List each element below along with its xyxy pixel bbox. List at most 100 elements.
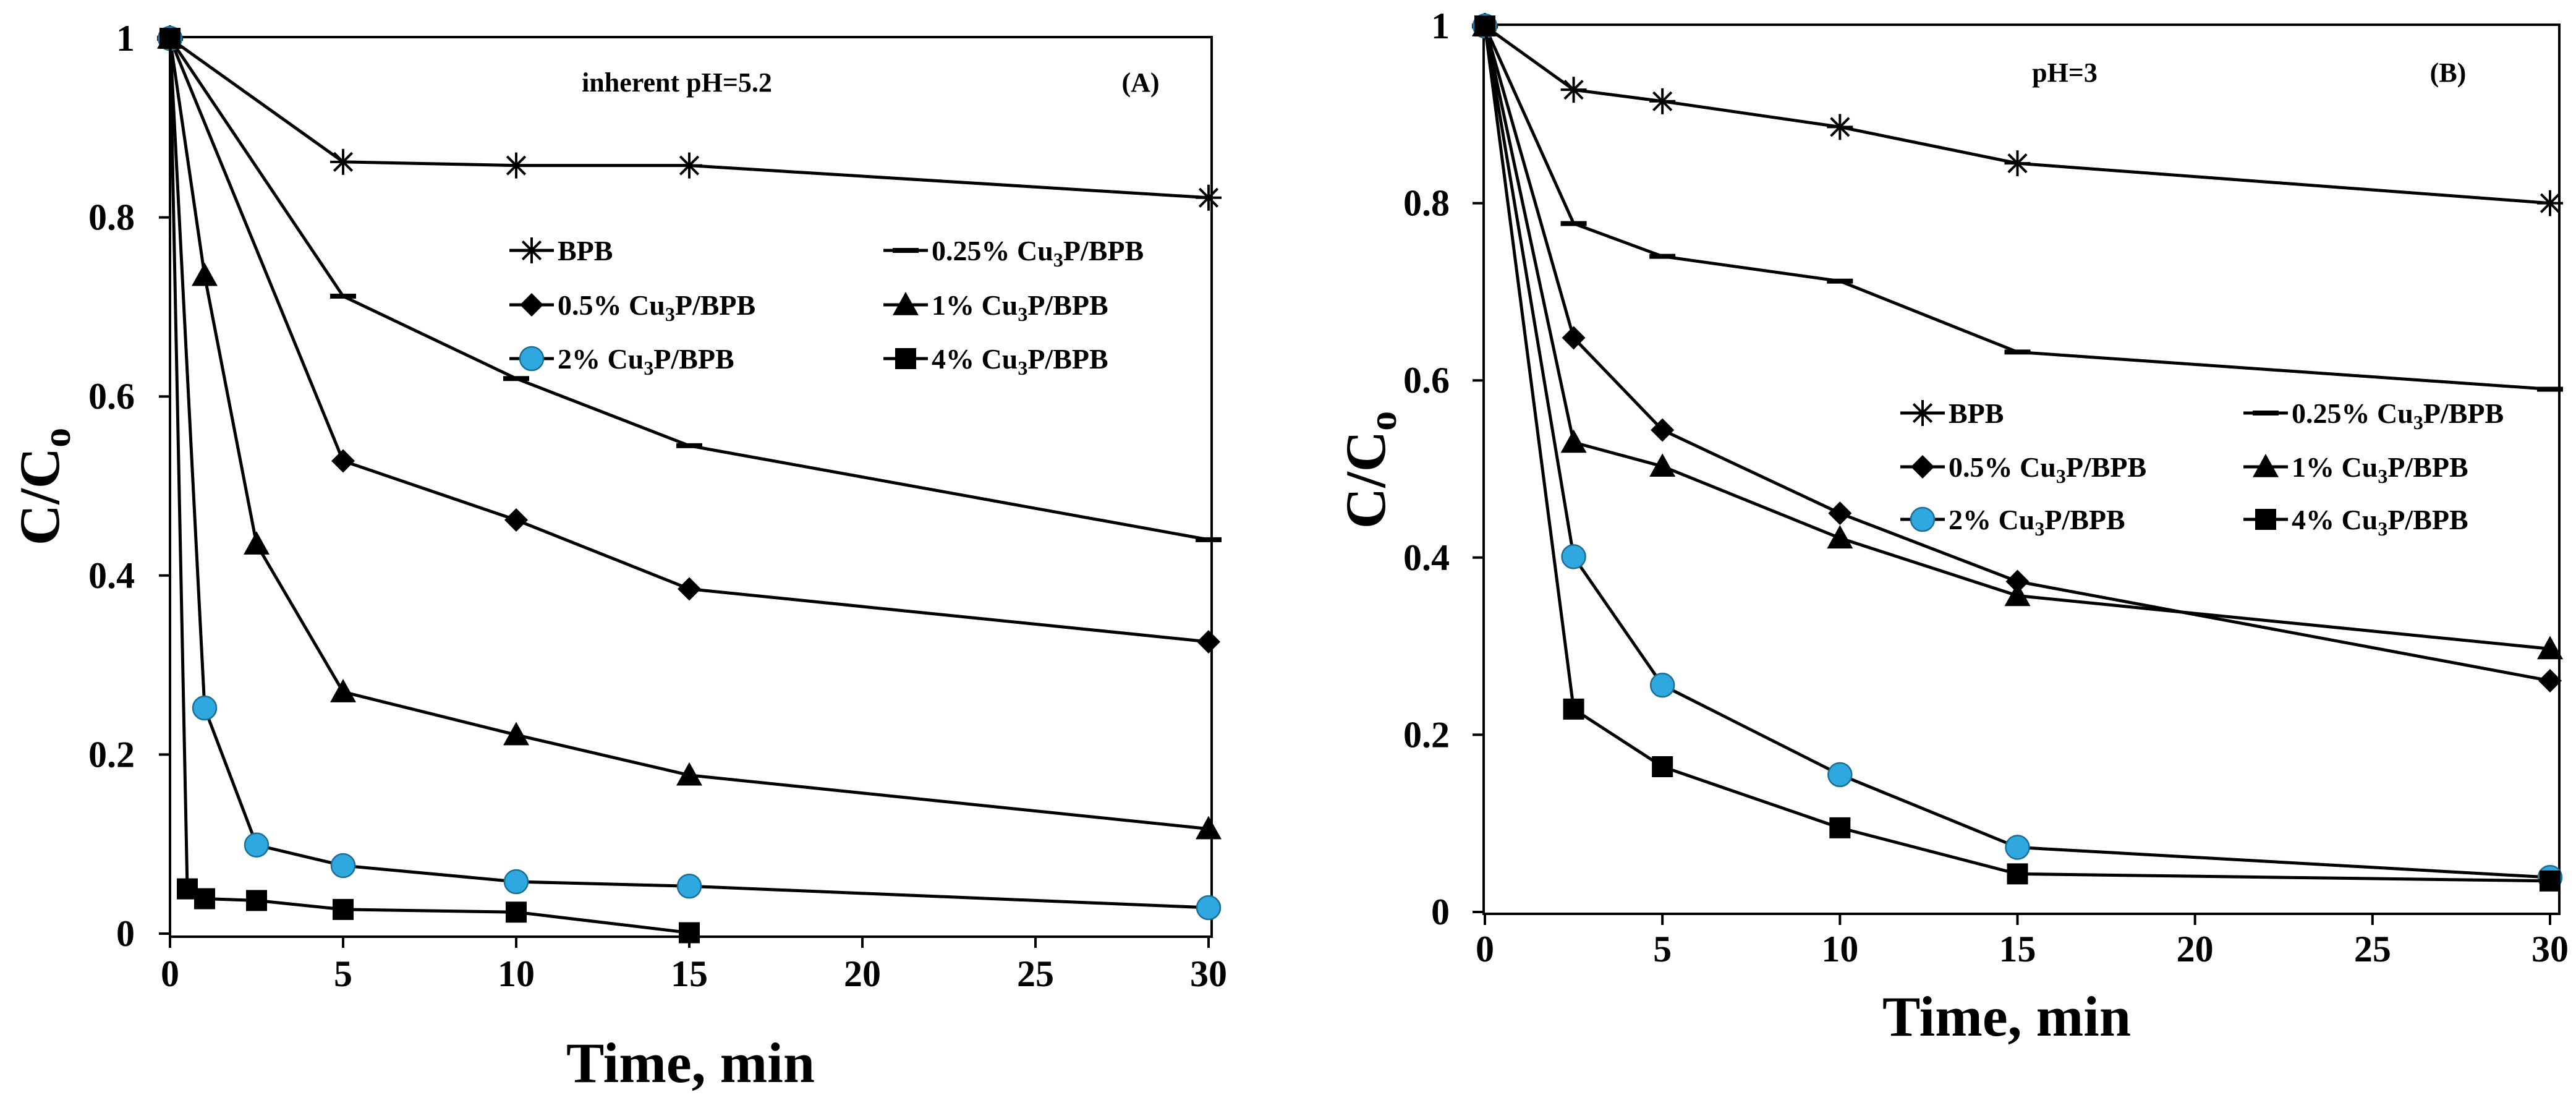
x-axis-title-b: Time, min <box>1882 985 2131 1048</box>
data-point-b-0 <box>2537 190 2563 216</box>
panel-label-a: (A) <box>1121 67 1159 98</box>
data-point-a-4 <box>503 869 529 895</box>
data-point-a-1 <box>676 443 702 448</box>
data-point-b-0 <box>1827 114 1853 140</box>
data-point-a-5 <box>159 28 181 49</box>
data-point-a-2 <box>1197 629 1220 654</box>
series-line-b-1 <box>1483 25 2551 391</box>
legend-item-a-2: 0.5% Cu3P/BPB <box>509 289 755 325</box>
data-point-a-0 <box>676 152 702 179</box>
data-point-b-1 <box>1560 221 1587 226</box>
y-tick-label-a: 0.2 <box>88 734 135 775</box>
data-point-b-3 <box>2537 636 2563 660</box>
data-point-b-4 <box>2005 835 2030 860</box>
data-point-a-5 <box>333 898 354 920</box>
data-point-a-1 <box>503 376 529 381</box>
data-point-b-1 <box>2537 386 2563 392</box>
data-point-a-4 <box>1196 895 1222 921</box>
data-point-a-3 <box>676 762 702 786</box>
data-point-b-0 <box>1649 88 1676 114</box>
x-tick-label-b: 15 <box>1999 929 2036 969</box>
legend-item-b-3: 1% Cu3P/BPB <box>2243 451 2468 487</box>
ph-annotation-a: inherent pH=5.2 <box>582 67 772 98</box>
data-point-b-2 <box>1828 501 1852 526</box>
legend-item-b-5: 4% Cu3P/BPB <box>2243 504 2468 540</box>
legend-item-a-5: 4% Cu3P/BPB <box>883 343 1108 379</box>
data-point-b-2 <box>2538 668 2562 692</box>
data-point-a-2 <box>331 449 355 473</box>
x-tick-label-a: 0 <box>161 953 179 994</box>
legend-label-b: 0.5% Cu3P/BPB <box>1949 451 2146 487</box>
data-point-b-5 <box>2540 870 2561 892</box>
y-tick-label-a: 0.8 <box>88 197 135 238</box>
legend-label-a: 2% Cu3P/BPB <box>558 343 734 379</box>
legend-label-a: 1% Cu3P/BPB <box>932 289 1108 325</box>
data-point-b-3 <box>2004 582 2031 607</box>
series-a-4 <box>157 25 1222 921</box>
x-tick-label-a: 10 <box>498 953 535 994</box>
data-point-b-3 <box>1649 453 1676 477</box>
y-tick-label-a: 1 <box>116 18 135 59</box>
data-point-b-3 <box>1827 525 1853 549</box>
data-point-b-4 <box>1561 544 1586 569</box>
data-point-b-4 <box>1649 672 1675 698</box>
data-point-a-3 <box>244 531 270 555</box>
legend-label-a: 0.25% Cu3P/BPB <box>932 235 1144 271</box>
data-point-b-2 <box>2005 569 2030 594</box>
legend-marker-b <box>1910 506 1936 532</box>
y-tick-label-b: 0.8 <box>1403 183 1450 224</box>
legend-item-a-1: 0.25% Cu3P/BPB <box>883 235 1144 271</box>
legend-a: BPB 0.25% Cu3P/BPB 0.5% Cu3P/BPB 1% Cu3P/BP… <box>509 235 1144 379</box>
data-point-a-4 <box>244 832 270 858</box>
series-b-5 <box>1474 15 2561 892</box>
legend-label-a: BPB <box>558 235 613 266</box>
data-point-b-1 <box>2004 349 2031 355</box>
series-a-3 <box>157 25 1222 840</box>
panel-label-b: (B) <box>2430 58 2467 88</box>
y-tick-label-a: 0.6 <box>88 376 135 417</box>
data-point-b-1 <box>1649 254 1676 259</box>
legend-b: BPB 0.25% Cu3P/BPB 0.5% Cu3P/BPB 1% Cu3P/BP… <box>1900 398 2504 540</box>
legend-label-b: 1% Cu3P/BPB <box>2292 451 2468 487</box>
chart-panel-b: 0 5 10 15 20 25 30 0 0.2 0.4 0.6 0.8 1 Time, min C/Co p… <box>1334 6 2569 1048</box>
data-point-b-0 <box>2004 150 2031 177</box>
y-axis-title-b: C/Co <box>1334 411 1405 529</box>
x-tick-label-b: 5 <box>1653 929 1672 969</box>
legend-marker-a <box>519 346 545 372</box>
series-a-5 <box>159 28 700 944</box>
x-tick-label-a: 25 <box>1017 953 1054 994</box>
data-point-a-0 <box>503 152 529 179</box>
legend-item-b-4: 2% Cu3P/BPB <box>1900 504 2125 540</box>
y-tick-label-b: 0.4 <box>1403 537 1450 578</box>
x-tick-label-a: 30 <box>1190 953 1227 994</box>
x-tick-label-a: 15 <box>671 953 708 994</box>
data-point-b-2 <box>1651 418 1675 442</box>
legend-item-b-2: 0.5% Cu3P/BPB <box>1900 451 2146 487</box>
legend-marker-a <box>519 237 545 263</box>
x-tick-label-b: 30 <box>2531 929 2569 969</box>
data-point-b-5 <box>1829 817 1851 838</box>
legend-marker-b <box>1910 400 1936 426</box>
series-b-2 <box>1473 14 2562 692</box>
ph-annotation-b: pH=3 <box>2032 58 2098 88</box>
data-point-a-3 <box>503 722 529 746</box>
x-tick-label-b: 25 <box>2354 929 2391 969</box>
legend-label-b: BPB <box>1949 398 2004 429</box>
data-point-b-5 <box>1563 698 1584 720</box>
data-point-a-3 <box>330 679 356 702</box>
x-tick-label-b: 20 <box>2177 929 2214 969</box>
legend-item-a-3: 1% Cu3P/BPB <box>883 289 1108 325</box>
data-point-b-5 <box>2007 863 2028 885</box>
plot-frame-b <box>1482 23 2561 915</box>
legend-marker-b <box>1911 455 1934 479</box>
legend-marker-a <box>520 293 543 317</box>
data-point-b-3 <box>1560 429 1587 453</box>
y-tick-label-b: 0 <box>1431 892 1450 932</box>
chart-panel-a: 0 5 10 15 20 25 30 0 0.2 0.4 0.6 0.8 1 Time, min C/Co i… <box>8 18 1227 1094</box>
x-tick-label-b: 0 <box>1476 929 1494 969</box>
data-point-a-5 <box>506 901 527 923</box>
y-tick-label-b: 1 <box>1431 6 1450 46</box>
legend-label-b: 0.25% Cu3P/BPB <box>2292 398 2504 433</box>
